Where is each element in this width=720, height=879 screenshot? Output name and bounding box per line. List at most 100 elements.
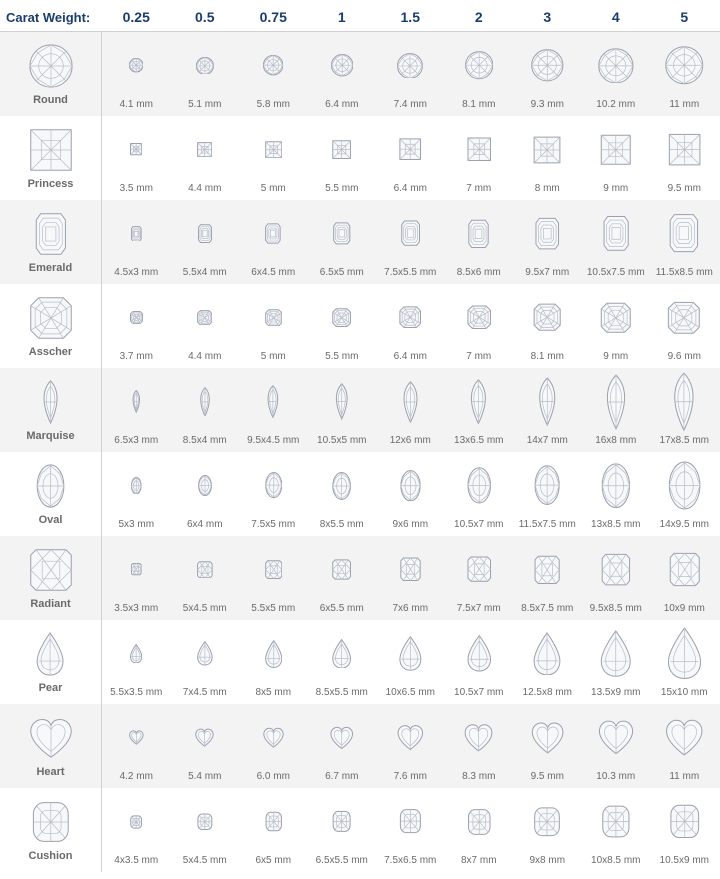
dimension-label: 5.5 mm xyxy=(325,351,358,362)
gem-icon xyxy=(650,536,719,603)
size-cell: 10x6.5 mm xyxy=(376,620,445,704)
shape-name: Asscher xyxy=(29,346,72,358)
dimension-label: 7.5x7 mm xyxy=(457,603,501,614)
shape-name: Radiant xyxy=(30,598,70,610)
gem-icon xyxy=(102,788,171,855)
size-cell: 11.5x7.5 mm xyxy=(513,452,582,536)
size-cell: 5x3 mm xyxy=(102,452,171,536)
size-cell: 6.4 mm xyxy=(376,284,445,368)
size-cell: 8.3 mm xyxy=(445,704,514,788)
shape-row-cushion: Cushion 4x3.5 mm 5x4.5 mm xyxy=(0,788,720,872)
size-cell: 8.5x7.5 mm xyxy=(513,536,582,620)
gem-icon xyxy=(308,368,377,435)
gem-icon xyxy=(308,200,377,267)
size-cell: 8.5x6 mm xyxy=(445,200,514,284)
gem-icon xyxy=(239,620,308,687)
dimension-label: 8.5x6 mm xyxy=(457,267,501,278)
dimension-label: 5x3 mm xyxy=(118,519,154,530)
dimension-label: 8.5x5.5 mm xyxy=(316,687,368,698)
dimension-label: 6.4 mm xyxy=(394,183,427,194)
dimension-label: 5.5 mm xyxy=(325,183,358,194)
dimension-label: 9 mm xyxy=(603,183,628,194)
shape-label-cell: Heart xyxy=(0,704,102,788)
gem-icon xyxy=(308,704,377,771)
gem-icon xyxy=(582,200,651,267)
dimension-label: 8x7 mm xyxy=(461,855,497,866)
gem-icon xyxy=(582,452,651,519)
gem-icon xyxy=(376,32,445,99)
gem-icon xyxy=(102,536,171,603)
gem-icon xyxy=(308,116,377,183)
gem-icon xyxy=(445,452,514,519)
size-cell: 16x8 mm xyxy=(582,368,651,452)
round-icon xyxy=(29,42,73,90)
size-cell: 9.5 mm xyxy=(513,704,582,788)
gem-icon xyxy=(376,284,445,351)
gem-icon xyxy=(171,704,240,771)
shape-row-pear: Pear 5.5x3.5 mm 7x4.5 mm xyxy=(0,620,720,704)
gem-icon xyxy=(650,116,719,183)
dimension-label: 9.5x4.5 mm xyxy=(247,435,299,446)
gem-icon xyxy=(445,32,514,99)
dimension-label: 10x8.5 mm xyxy=(591,855,640,866)
shape-label-cell: Oval xyxy=(0,452,102,536)
gem-icon xyxy=(102,704,171,771)
gem-icon xyxy=(239,368,308,435)
gem-icon xyxy=(445,284,514,351)
size-cell: 6.5x5.5 mm xyxy=(308,788,377,872)
size-cell: 8x5.5 mm xyxy=(308,452,377,536)
gem-icon xyxy=(102,284,171,351)
heart-icon xyxy=(29,714,73,762)
gem-icon xyxy=(445,788,514,855)
shape-label-cell: Asscher xyxy=(0,284,102,368)
dimension-label: 5x4.5 mm xyxy=(183,603,227,614)
gem-icon xyxy=(582,788,651,855)
dimension-label: 5x4.5 mm xyxy=(183,855,227,866)
gem-icon xyxy=(102,32,171,99)
gem-icon xyxy=(650,32,719,99)
dimension-label: 8x5.5 mm xyxy=(320,519,364,530)
size-cell: 12.5x8 mm xyxy=(513,620,582,704)
dimension-label: 5.5x4 mm xyxy=(183,267,227,278)
size-cell: 17x8.5 mm xyxy=(650,368,719,452)
dimension-label: 5.1 mm xyxy=(188,99,221,110)
gem-icon xyxy=(171,788,240,855)
dimension-label: 7.5x5.5 mm xyxy=(384,267,436,278)
size-cell: 7.6 mm xyxy=(376,704,445,788)
shape-name: Princess xyxy=(28,178,74,190)
gem-icon xyxy=(239,200,308,267)
shape-name: Heart xyxy=(36,766,64,778)
dimension-label: 14x9.5 mm xyxy=(660,519,709,530)
size-cell: 4.2 mm xyxy=(102,704,171,788)
size-cell: 8.1 mm xyxy=(445,32,514,116)
size-cell: 5x4.5 mm xyxy=(171,536,240,620)
dimension-label: 6.0 mm xyxy=(257,771,290,782)
gem-icon xyxy=(308,536,377,603)
gem-icon xyxy=(102,452,171,519)
size-cell: 13x8.5 mm xyxy=(582,452,651,536)
size-cell: 5.1 mm xyxy=(171,32,240,116)
dimension-label: 6x4 mm xyxy=(187,519,223,530)
size-cell: 8x5 mm xyxy=(239,620,308,704)
size-cell: 5 mm xyxy=(239,116,308,200)
dimension-label: 6x4.5 mm xyxy=(251,267,295,278)
dimension-label: 8.5x7.5 mm xyxy=(521,603,573,614)
size-cell: 9.5x4.5 mm xyxy=(239,368,308,452)
gem-icon xyxy=(650,452,719,519)
shape-name: Oval xyxy=(39,514,63,526)
gem-icon xyxy=(102,368,171,435)
dimension-label: 10x6.5 mm xyxy=(386,687,435,698)
gem-icon xyxy=(239,452,308,519)
asscher-icon xyxy=(29,294,73,342)
gem-icon xyxy=(513,116,582,183)
gem-icon xyxy=(513,788,582,855)
size-cell: 3.5 mm xyxy=(102,116,171,200)
size-cell: 6.5x5 mm xyxy=(308,200,377,284)
size-cell: 6.7 mm xyxy=(308,704,377,788)
dimension-label: 8.1 mm xyxy=(462,99,495,110)
gem-icon xyxy=(376,788,445,855)
size-cell: 7x6 mm xyxy=(376,536,445,620)
gem-icon xyxy=(513,368,582,435)
gem-icon xyxy=(582,536,651,603)
size-cell: 6x4 mm xyxy=(171,452,240,536)
